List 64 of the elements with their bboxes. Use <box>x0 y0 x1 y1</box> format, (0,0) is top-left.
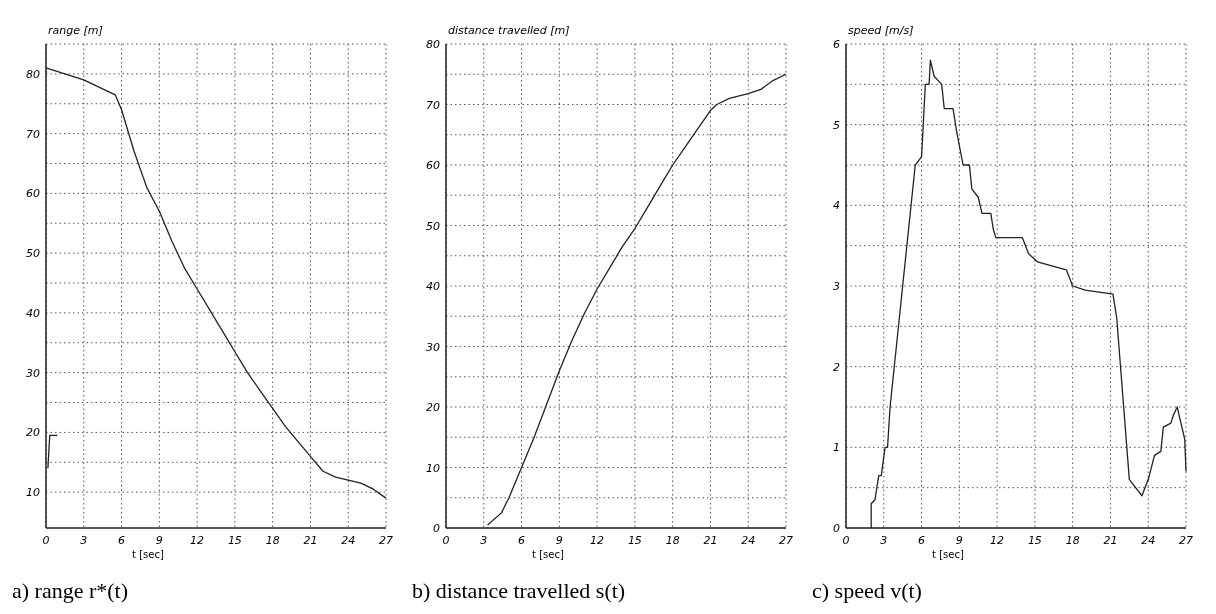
x-tick-label: 12 <box>990 534 1005 547</box>
x-tick-label: 6 <box>918 534 926 547</box>
y-tick-label: 70 <box>426 98 440 112</box>
x-tick-label: 9 <box>955 534 963 547</box>
x-tick-label: 18 <box>1065 534 1080 547</box>
x-tick-label: 24 <box>341 534 356 547</box>
y-tick-label: 40 <box>26 306 40 320</box>
x-axis-title: t [sec] <box>132 549 164 560</box>
x-tick-label: 6 <box>118 534 126 547</box>
y-tick-label: 30 <box>26 366 40 380</box>
x-tick-label: 0 <box>842 534 850 547</box>
y-tick-label: 0 <box>833 522 840 535</box>
y-tick-label: 2 <box>833 360 840 374</box>
y-tick-label: 20 <box>26 426 40 440</box>
y-tick-label: 1 <box>833 441 840 455</box>
y-tick-label: 10 <box>26 486 40 500</box>
x-tick-label: 18 <box>265 534 280 547</box>
y-axis-title: speed [m/s] <box>848 24 914 37</box>
y-tick-label: 60 <box>426 159 440 172</box>
line-series <box>486 73 787 526</box>
text: c) speed v(t) <box>812 578 922 603</box>
y-tick-label: 3 <box>833 280 840 293</box>
x-axis-title: t [sec] <box>532 549 564 560</box>
x-tick-label: 15 <box>627 534 642 547</box>
x-tick-label: 0 <box>442 534 450 547</box>
x-tick-label: 18 <box>665 534 680 547</box>
y-tick-label: 80 <box>26 67 40 81</box>
x-tick-label: 12 <box>190 534 205 547</box>
x-tick-label: 3 <box>480 534 488 547</box>
y-tick-label: 4 <box>833 199 840 213</box>
x-tick-label: 21 <box>703 534 718 547</box>
x-tick-label: 24 <box>741 534 756 547</box>
x-tick-label: 21 <box>1103 534 1118 547</box>
x-tick-label: 12 <box>590 534 605 547</box>
x-tick-label: 27 <box>1179 534 1193 547</box>
y-tick-label: 50 <box>26 247 40 261</box>
x-tick-label: 9 <box>155 534 163 547</box>
x-tick-label: 21 <box>303 534 318 547</box>
y-tick-label: 6 <box>833 38 840 51</box>
x-tick-label: 9 <box>555 534 563 547</box>
y-tick-label: 60 <box>26 187 40 201</box>
y-tick-label: 40 <box>426 280 440 293</box>
x-tick-label: 3 <box>80 534 88 547</box>
x-tick-label: 27 <box>779 534 793 547</box>
x-tick-label: 15 <box>227 534 242 547</box>
y-axis-title: range [m] <box>48 24 103 37</box>
text: b) distance travelled s(t) <box>412 578 626 603</box>
y-axis-title: distance travelled [m] <box>448 24 570 37</box>
text: a) range r*(t) <box>12 578 129 603</box>
x-tick-label: 24 <box>1141 534 1156 547</box>
y-tick-label: 20 <box>426 401 440 414</box>
x-tick-label: 15 <box>1027 534 1042 547</box>
x-tick-label: 6 <box>518 534 526 547</box>
x-tick-label: 27 <box>379 534 393 547</box>
y-tick-label: 5 <box>833 118 840 132</box>
y-tick-label: 50 <box>426 219 440 233</box>
y-tick-label: 30 <box>426 340 440 354</box>
y-tick-label: 10 <box>426 461 440 475</box>
x-tick-label: 3 <box>880 534 888 547</box>
x-tick-label: 0 <box>42 534 50 547</box>
y-tick-label: 70 <box>26 127 40 141</box>
x-axis-title: t [sec] <box>932 549 964 560</box>
y-tick-label: 0 <box>433 522 440 535</box>
y-tick-label: 80 <box>426 38 440 51</box>
